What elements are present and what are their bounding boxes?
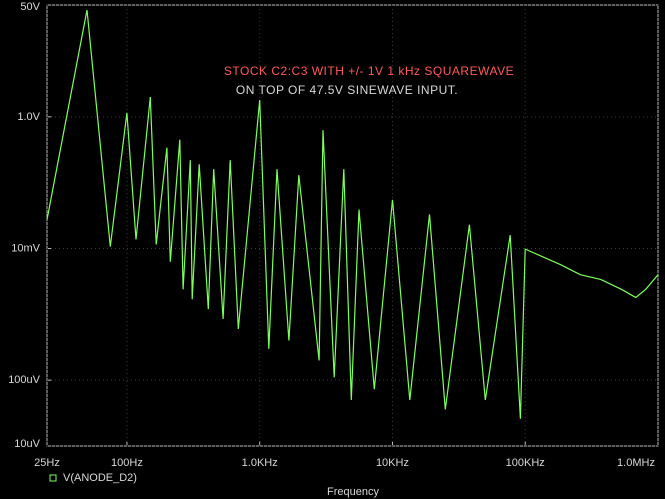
x-axis-label: Frequency — [327, 486, 379, 498]
x-tick-label: 1.0KHz — [242, 457, 278, 469]
x-tick-label: 10KHz — [376, 457, 409, 469]
y-tick-label: 1.0V — [17, 111, 40, 123]
x-tick-label: 25Hz — [34, 457, 60, 469]
x-tick-label: 100Hz — [111, 457, 143, 469]
annotation: STOCK C2:C3 WITH +/- 1V 1 kHz SQUAREWAVE — [224, 64, 514, 78]
y-tick-label: 50V — [20, 1, 40, 13]
y-tick-label: 100uV — [8, 374, 40, 386]
annotation: ON TOP OF 47.5V SINEWAVE INPUT. — [236, 83, 458, 97]
y-tick-label: 10uV — [14, 438, 40, 450]
series-line — [46, 9, 659, 419]
legend-marker — [49, 474, 57, 482]
legend-label: V(ANODE_D2) — [63, 472, 137, 484]
x-tick-label: 1.0MHz — [617, 457, 655, 469]
x-tick-label: 100KHz — [506, 457, 545, 469]
y-tick-label: 10mV — [11, 242, 40, 254]
